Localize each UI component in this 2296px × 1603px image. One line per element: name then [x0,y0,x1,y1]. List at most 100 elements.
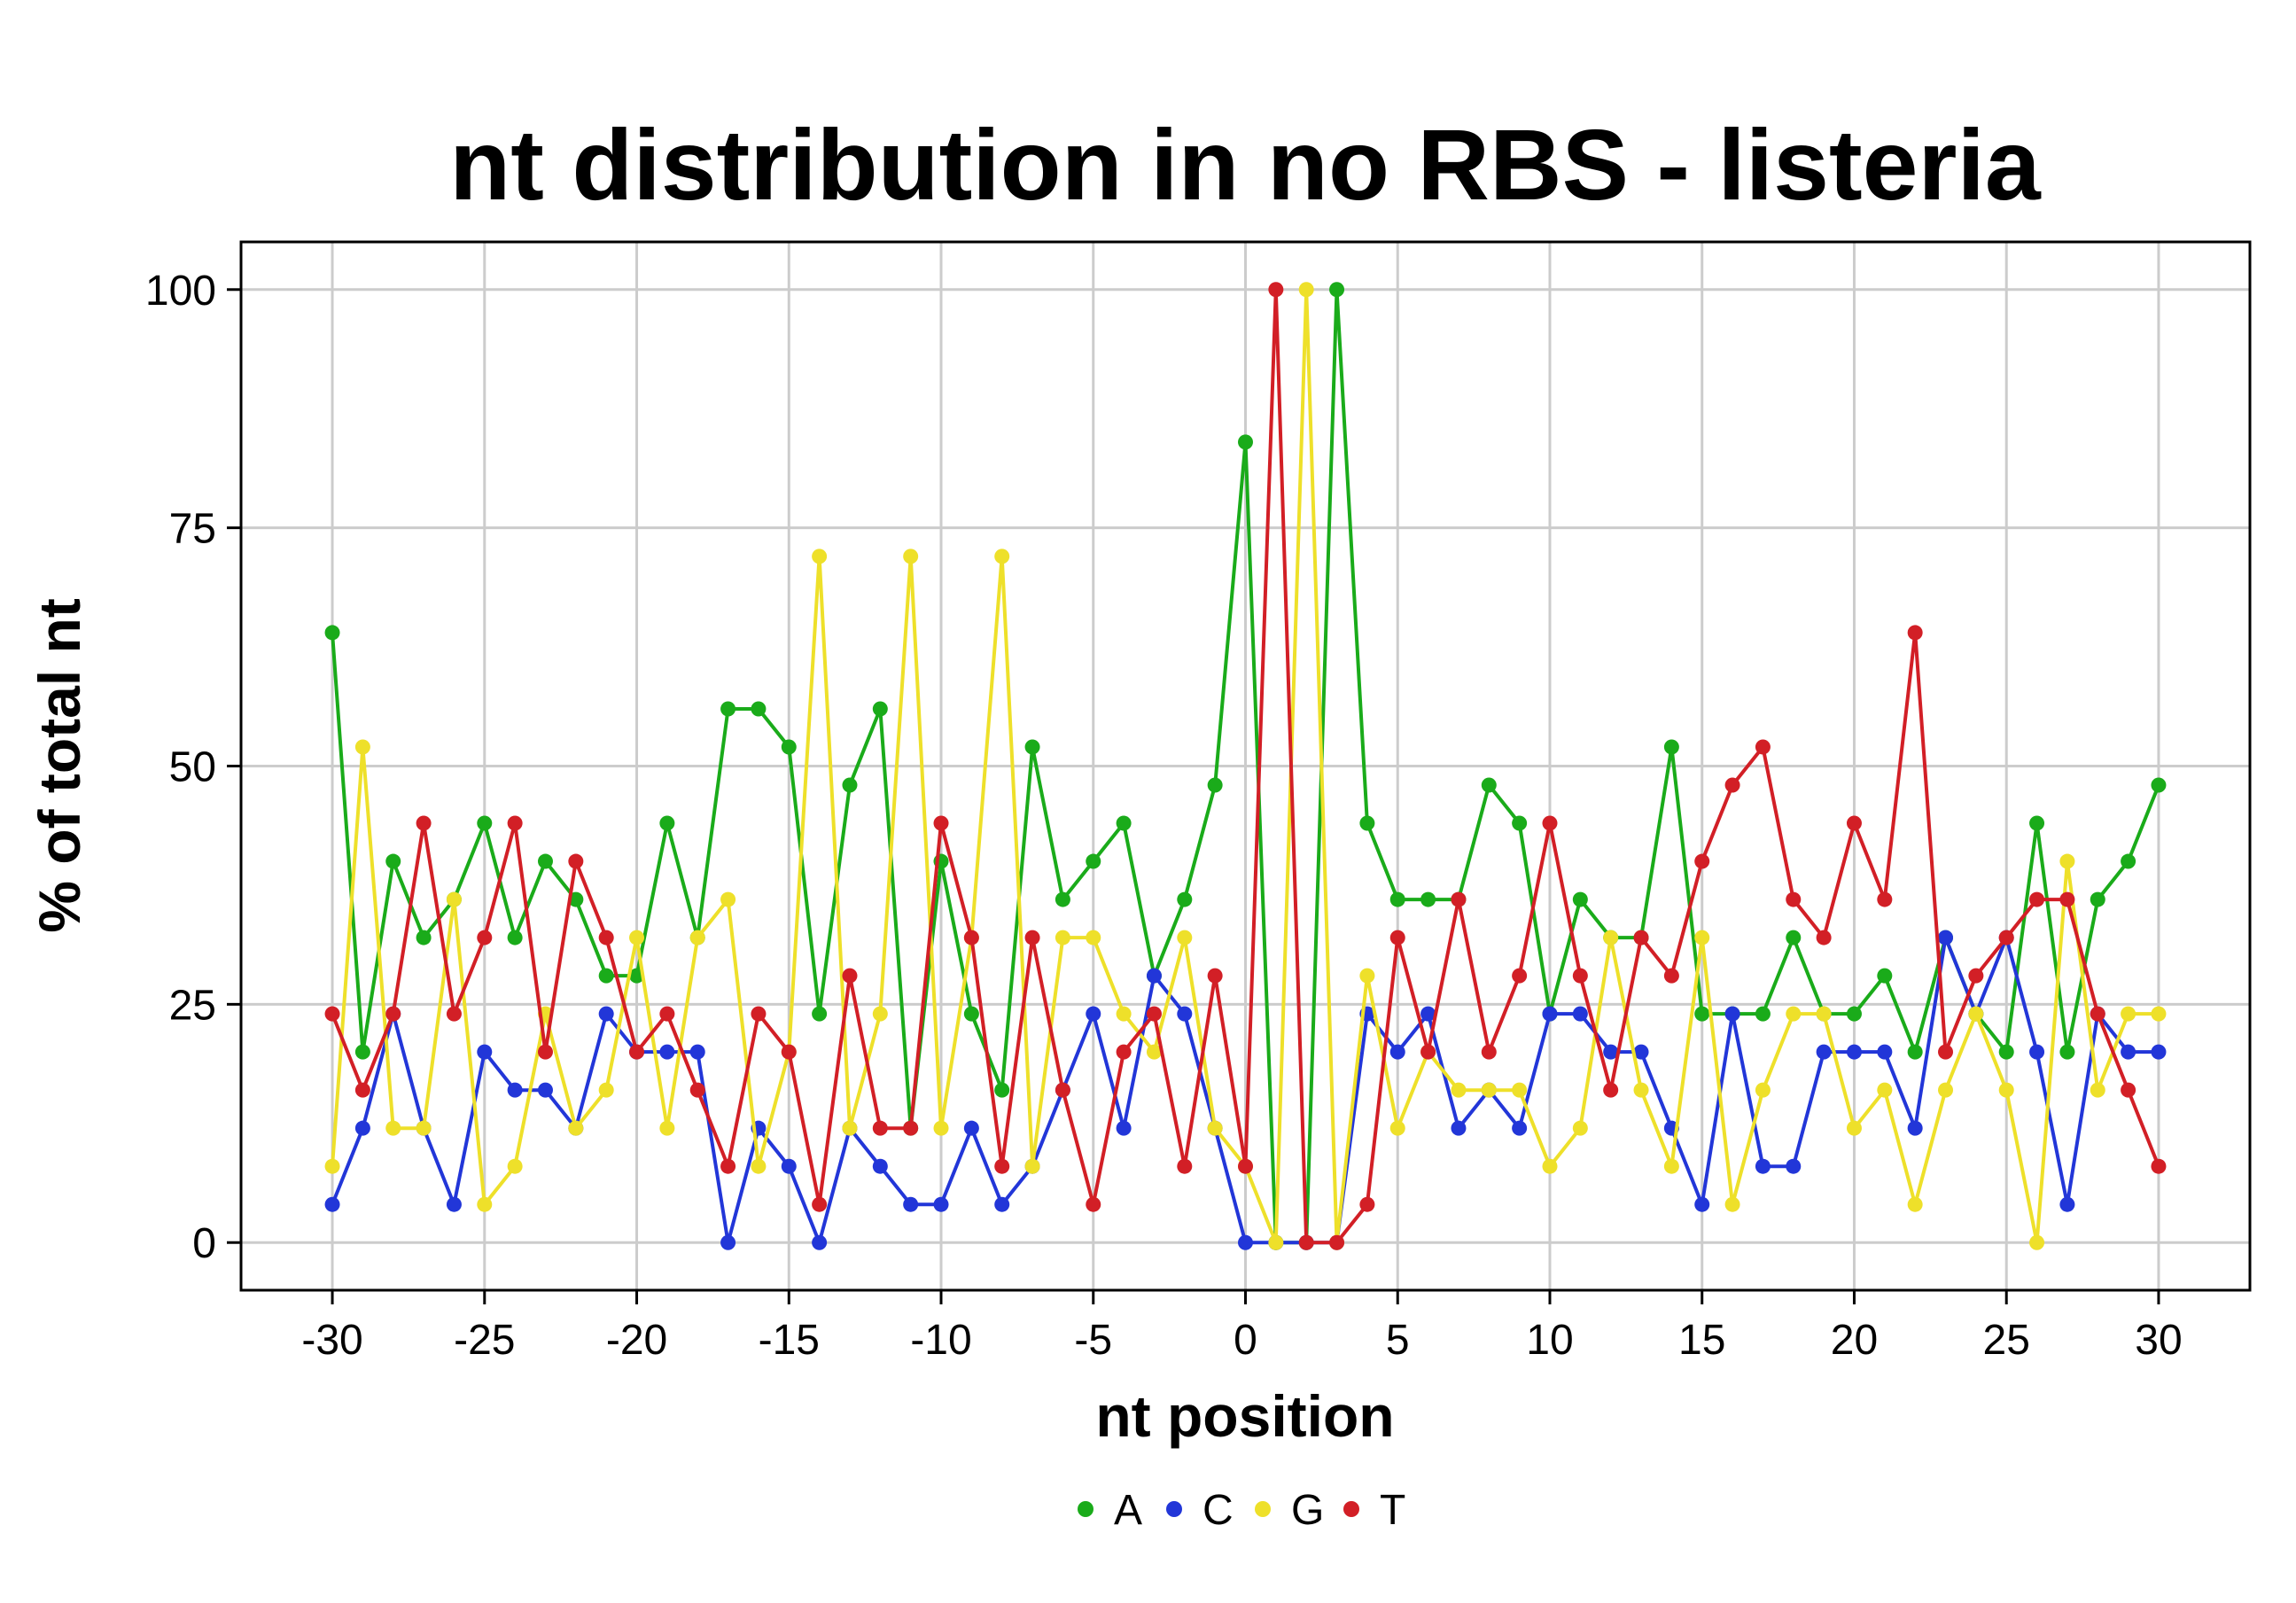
y-axis: 0 25 50 75 100 [145,268,241,1267]
x-tick-label: 15 [1678,1317,1725,1364]
data-point-C [1451,1120,1467,1136]
data-point-T [1024,930,1040,945]
data-point-G [751,1158,767,1174]
data-point-C [903,1196,919,1212]
legend-label: G [1291,1487,1324,1534]
data-point-C [2121,1044,2136,1060]
data-point-T [1998,930,2014,945]
data-point-T [1298,1234,1314,1250]
data-point-C [1116,1120,1132,1136]
data-point-C [477,1044,493,1060]
data-point-T [2151,1158,2167,1174]
data-point-G [933,1120,949,1136]
data-point-G [2090,1082,2105,1098]
data-point-G [1389,1120,1405,1136]
data-point-C [1846,1044,1862,1060]
data-point-T [1877,891,1893,907]
data-point-T [1177,1158,1193,1174]
data-point-C [354,1120,370,1136]
legend-item-A: A [1078,1487,1142,1534]
data-point-C [963,1120,979,1136]
data-point-C [1238,1234,1253,1250]
data-point-C [659,1044,675,1060]
data-point-G [598,1082,614,1098]
data-point-G [1724,1196,1740,1212]
data-point-G [1694,930,1710,945]
data-point-G [568,1120,584,1136]
data-point-G [324,1158,340,1174]
data-point-T [994,1158,1010,1174]
data-point-G [2121,1006,2136,1022]
data-point-T [1816,930,1832,945]
data-point-T [903,1120,919,1136]
data-point-C [1877,1044,1893,1060]
data-point-G [1572,1120,1588,1136]
legend-label: T [1380,1487,1405,1534]
data-point-T [2059,891,2075,907]
data-point-A [385,853,401,869]
data-point-G [1907,1196,1923,1212]
data-point-A [507,930,523,945]
data-point-C [1755,1158,1771,1174]
series-T [324,282,2167,1250]
data-point-T [751,1006,767,1022]
data-point-G [1481,1082,1497,1098]
data-point-G [477,1196,493,1212]
data-point-G [994,549,1010,564]
data-point-T [1663,968,1679,984]
data-point-G [1177,930,1193,945]
data-point-A [1481,777,1497,793]
data-point-G [2059,853,2075,869]
data-point-T [1420,1044,1436,1060]
data-point-A [1572,891,1588,907]
data-point-C [446,1196,462,1212]
data-point-T [537,1044,553,1060]
data-point-C [933,1196,949,1212]
data-point-C [537,1082,553,1098]
data-point-C [324,1196,340,1212]
data-point-A [1907,1044,1923,1060]
data-point-T [354,1082,370,1098]
data-point-A [1420,891,1436,907]
data-point-T [1207,968,1223,984]
data-point-G [1846,1120,1862,1136]
data-point-G [1603,930,1619,945]
data-point-A [2090,891,2105,907]
data-point-T [2029,891,2045,907]
data-point-G [416,1120,432,1136]
data-point-T [872,1120,888,1136]
data-point-T [1451,891,1467,907]
data-point-T [1329,1234,1345,1250]
legend-marker [1255,1501,1271,1517]
data-point-G [903,549,919,564]
data-point-A [324,625,340,641]
data-point-G [446,891,462,907]
data-point-T [1694,853,1710,869]
data-point-A [2121,853,2136,869]
data-point-T [1238,1158,1253,1174]
data-point-T [720,1158,736,1174]
data-point-G [1938,1082,1954,1098]
data-point-T [1359,1196,1375,1212]
data-point-G [842,1120,858,1136]
data-point-C [2059,1196,2075,1212]
x-tick-label: 5 [1386,1317,1410,1364]
data-point-A [1329,282,1345,298]
data-point-G [1542,1158,1558,1174]
data-point-G [507,1158,523,1174]
data-point-C [812,1234,828,1250]
data-point-T [933,815,949,831]
data-point-A [1512,815,1528,831]
data-point-G [689,930,705,945]
data-point-T [1603,1082,1619,1098]
legend-marker [1078,1501,1094,1517]
x-tick-label: -15 [759,1317,820,1364]
data-point-G [1207,1120,1223,1136]
data-point-T [1907,625,1923,641]
data-point-C [689,1044,705,1060]
data-point-G [1755,1082,1771,1098]
data-point-A [354,1044,370,1060]
data-point-T [1086,1196,1101,1212]
data-point-T [598,930,614,945]
data-point-T [842,968,858,984]
